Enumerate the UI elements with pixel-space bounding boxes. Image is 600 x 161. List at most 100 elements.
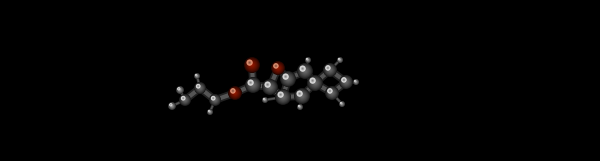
Circle shape — [329, 90, 330, 91]
Circle shape — [176, 86, 184, 94]
Circle shape — [208, 110, 212, 114]
Circle shape — [297, 104, 303, 110]
Circle shape — [325, 65, 335, 75]
Circle shape — [340, 102, 344, 106]
Circle shape — [308, 76, 322, 90]
Circle shape — [179, 89, 181, 91]
Circle shape — [299, 105, 300, 107]
Circle shape — [312, 80, 313, 81]
Circle shape — [280, 94, 281, 95]
Circle shape — [298, 105, 302, 109]
Circle shape — [297, 91, 302, 96]
Circle shape — [181, 95, 190, 104]
Circle shape — [211, 96, 215, 101]
Circle shape — [299, 93, 305, 99]
Circle shape — [263, 98, 265, 100]
Circle shape — [278, 93, 287, 101]
Circle shape — [214, 99, 217, 101]
Circle shape — [269, 86, 271, 88]
Circle shape — [197, 85, 200, 88]
Circle shape — [275, 65, 277, 67]
Circle shape — [212, 97, 218, 103]
Circle shape — [208, 110, 210, 112]
Circle shape — [307, 58, 308, 60]
Circle shape — [250, 82, 251, 83]
Circle shape — [279, 93, 282, 96]
Circle shape — [340, 101, 344, 107]
Circle shape — [264, 99, 266, 101]
Circle shape — [183, 98, 184, 99]
Circle shape — [341, 77, 351, 87]
Circle shape — [199, 87, 200, 89]
Circle shape — [182, 98, 184, 99]
Circle shape — [209, 111, 211, 113]
Circle shape — [262, 79, 278, 95]
Circle shape — [196, 74, 197, 76]
Circle shape — [181, 96, 185, 100]
Circle shape — [323, 63, 337, 77]
Circle shape — [297, 91, 307, 101]
Circle shape — [228, 86, 242, 100]
Circle shape — [355, 80, 358, 84]
Circle shape — [262, 97, 268, 103]
Circle shape — [280, 94, 286, 100]
Circle shape — [196, 84, 204, 92]
Circle shape — [341, 77, 346, 82]
Circle shape — [194, 73, 200, 79]
Circle shape — [197, 85, 203, 91]
Circle shape — [274, 64, 278, 68]
Circle shape — [246, 78, 260, 92]
Circle shape — [195, 74, 199, 78]
Circle shape — [249, 62, 250, 63]
Circle shape — [280, 93, 287, 101]
Circle shape — [170, 104, 174, 108]
Circle shape — [263, 99, 265, 100]
Circle shape — [298, 105, 302, 109]
Circle shape — [194, 82, 206, 94]
Circle shape — [178, 87, 182, 93]
Circle shape — [337, 57, 343, 63]
Circle shape — [325, 64, 335, 76]
Circle shape — [340, 102, 344, 106]
Circle shape — [329, 90, 331, 92]
Circle shape — [295, 89, 309, 103]
Circle shape — [178, 88, 182, 92]
Circle shape — [323, 63, 337, 77]
Circle shape — [328, 89, 336, 97]
Circle shape — [328, 89, 336, 97]
Circle shape — [207, 109, 213, 115]
Circle shape — [343, 79, 345, 81]
Circle shape — [196, 75, 197, 77]
Circle shape — [341, 103, 342, 104]
Circle shape — [194, 73, 200, 79]
Circle shape — [199, 87, 201, 89]
Circle shape — [278, 93, 283, 97]
Circle shape — [248, 61, 251, 65]
Circle shape — [251, 83, 255, 87]
Circle shape — [313, 81, 317, 85]
Circle shape — [283, 73, 293, 85]
Circle shape — [283, 74, 293, 84]
Circle shape — [263, 98, 267, 102]
Circle shape — [355, 81, 356, 82]
Circle shape — [328, 88, 337, 98]
Circle shape — [298, 104, 303, 110]
Circle shape — [208, 110, 210, 112]
Circle shape — [338, 59, 341, 61]
Circle shape — [341, 103, 343, 105]
Circle shape — [232, 90, 238, 96]
Circle shape — [298, 92, 306, 100]
Circle shape — [298, 105, 302, 109]
Circle shape — [275, 65, 281, 71]
Circle shape — [325, 66, 335, 75]
Circle shape — [287, 78, 289, 80]
Circle shape — [196, 75, 197, 76]
Circle shape — [305, 58, 310, 62]
Circle shape — [354, 80, 358, 84]
Circle shape — [327, 88, 337, 98]
Circle shape — [283, 74, 288, 79]
Circle shape — [214, 99, 216, 101]
Circle shape — [181, 96, 185, 101]
Circle shape — [267, 84, 273, 90]
Circle shape — [281, 95, 285, 99]
